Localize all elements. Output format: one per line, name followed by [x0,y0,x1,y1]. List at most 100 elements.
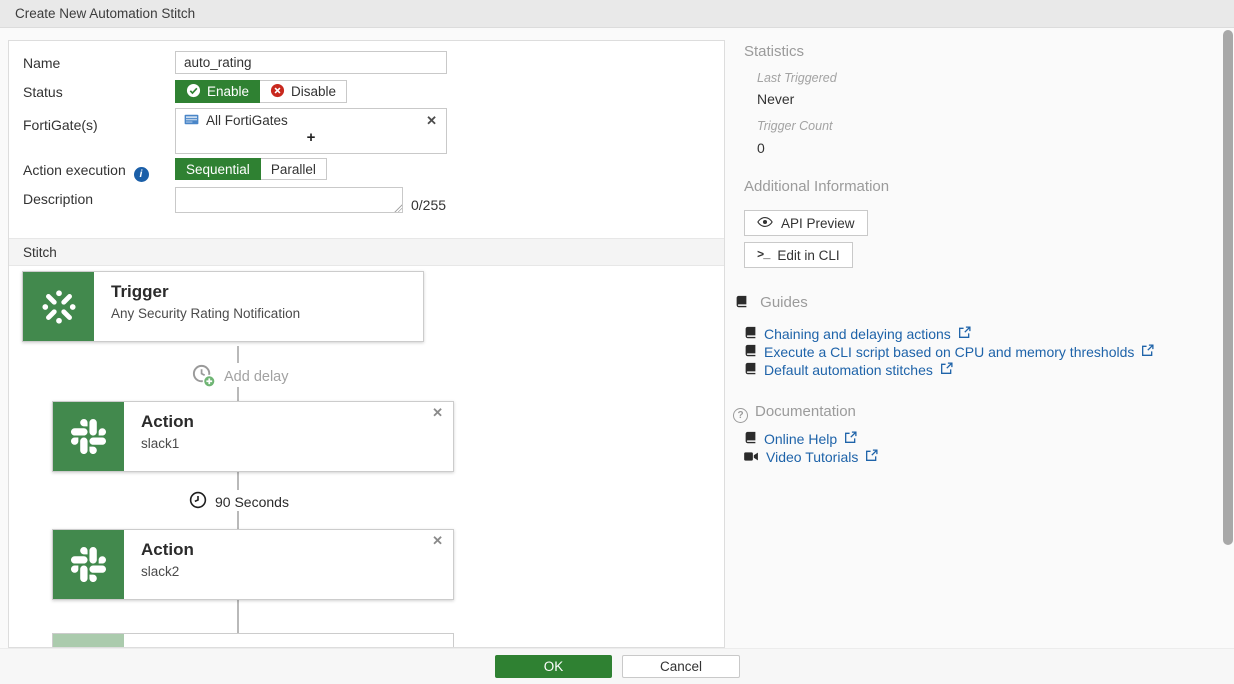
connector-line [237,511,239,530]
fortigates-selected-label: All FortiGates [206,113,288,128]
description-char-counter: 0/255 [411,197,447,213]
terminal-icon: >_ [757,248,770,262]
fortigates-selected-entry[interactable]: All FortiGates ✕ [176,109,446,128]
doc-link-row: Video Tutorials [744,449,878,465]
close-icon[interactable]: ✕ [432,533,443,548]
dialog-footer: OK Cancel [0,648,1234,684]
trigger-count-value: 0 [757,140,765,156]
doc-link[interactable]: Online Help [764,431,838,447]
book-icon [744,326,757,342]
check-circle-icon [186,83,201,101]
trigger-subtitle: Any Security Rating Notification [111,306,301,321]
last-triggered-label: Last Triggered [757,71,837,85]
x-circle-icon [270,83,285,101]
delay-90-seconds[interactable]: 90 Seconds [189,491,289,512]
description-label: Description [23,191,94,207]
slack-icon [53,530,124,599]
ok-button[interactable]: OK [495,655,612,678]
question-icon: ? [733,408,748,423]
automation-stitch-form-panel: Name Status Enable Disable FortiGate(s) … [8,40,725,648]
fortigates-label: FortiGate(s) [23,117,98,133]
connector-line [237,346,239,363]
stitch-section-title: Stitch [23,245,57,260]
book-icon [744,362,757,378]
trigger-title: Trigger [111,282,169,301]
add-fortigate-button[interactable]: + [306,129,316,146]
guide-link-row: Default automation stitches [744,362,953,378]
trigger-count-label: Trigger Count [757,119,833,133]
guide-link[interactable]: Default automation stitches [764,362,933,378]
sequential-button[interactable]: Sequential [175,158,261,180]
security-rating-trigger-icon [23,272,94,341]
connector-line [237,472,239,490]
parallel-label: Parallel [270,161,316,177]
name-input[interactable] [175,51,447,74]
external-link-icon [958,326,971,342]
statistics-title: Statistics [744,43,805,60]
guide-link[interactable]: Execute a CLI script based on CPU and me… [764,344,1135,360]
faded-node-icon [53,634,124,647]
status-disable-label: Disable [291,84,337,99]
additional-information-title: Additional Information [744,178,890,195]
guide-link-row: Chaining and delaying actions [744,326,971,342]
action-title: Action [141,412,194,431]
guide-link[interactable]: Chaining and delaying actions [764,326,951,342]
sequential-label: Sequential [186,161,250,177]
action-execution-label: Action execution i [23,162,149,182]
status-enable-label: Enable [207,84,250,99]
name-label: Name [23,55,61,71]
eye-icon [757,216,773,231]
guides-title: Guides [760,294,808,311]
add-delay-button[interactable]: Add delay [191,363,289,391]
external-link-icon [865,449,878,465]
close-icon[interactable]: ✕ [432,405,443,420]
guides-header: Guides [735,294,808,312]
edit-in-cli-label: Edit in CLI [777,247,840,263]
edit-in-cli-button[interactable]: >_ Edit in CLI [744,242,853,268]
documentation-header: ? Documentation [733,403,856,423]
api-preview-button[interactable]: API Preview [744,210,868,236]
action-execution-toggle: Sequential Parallel [175,158,327,180]
description-input[interactable] [175,187,403,213]
vertical-scrollbar[interactable] [1223,30,1233,545]
add-delay-label: Add delay [224,369,289,385]
stitch-section-header: Stitch [9,238,724,266]
guide-link-row: Execute a CLI script based on CPU and me… [744,344,1154,360]
book-icon [735,295,752,312]
info-icon[interactable]: i [133,167,149,182]
video-camera-icon [744,449,759,465]
action-subtitle: slack1 [141,436,180,451]
action-execution-label-text: Action execution [23,162,126,178]
status-disable-button[interactable]: Disable [260,80,348,103]
last-triggered-value: Never [757,91,795,107]
action-node-slack2[interactable]: Action slack2 ✕ [52,529,454,600]
slack-icon [53,402,124,471]
remove-fortigate-icon[interactable]: ✕ [426,113,437,128]
doc-link-row: Online Help [744,431,857,447]
connector-line [237,387,239,402]
doc-link[interactable]: Video Tutorials [766,449,859,465]
action-subtitle: slack2 [141,564,180,579]
connector-line [237,600,239,634]
dialog-title-bar: Create New Automation Stitch [0,0,1234,28]
clock-plus-icon [191,363,216,391]
action-node-slack1[interactable]: Action slack1 ✕ [52,401,454,472]
trigger-node[interactable]: Trigger Any Security Rating Notification [22,271,424,342]
partial-node[interactable] [52,633,454,647]
cancel-button[interactable]: Cancel [622,655,740,678]
clock-icon [189,491,207,512]
fortigates-select[interactable]: All FortiGates ✕ + [175,108,447,154]
external-link-icon [1141,344,1154,360]
page-title: Create New Automation Stitch [15,6,196,21]
status-toggle: Enable Disable [175,80,348,103]
documentation-title: Documentation [755,403,856,420]
fortigate-device-icon [184,113,199,128]
parallel-button[interactable]: Parallel [260,158,327,180]
status-enable-button[interactable]: Enable [175,80,261,103]
book-icon [744,431,757,447]
api-preview-label: API Preview [781,215,855,231]
delay-label: 90 Seconds [215,493,289,510]
external-link-icon [940,362,953,378]
external-link-icon [844,431,857,447]
status-label: Status [23,84,63,100]
